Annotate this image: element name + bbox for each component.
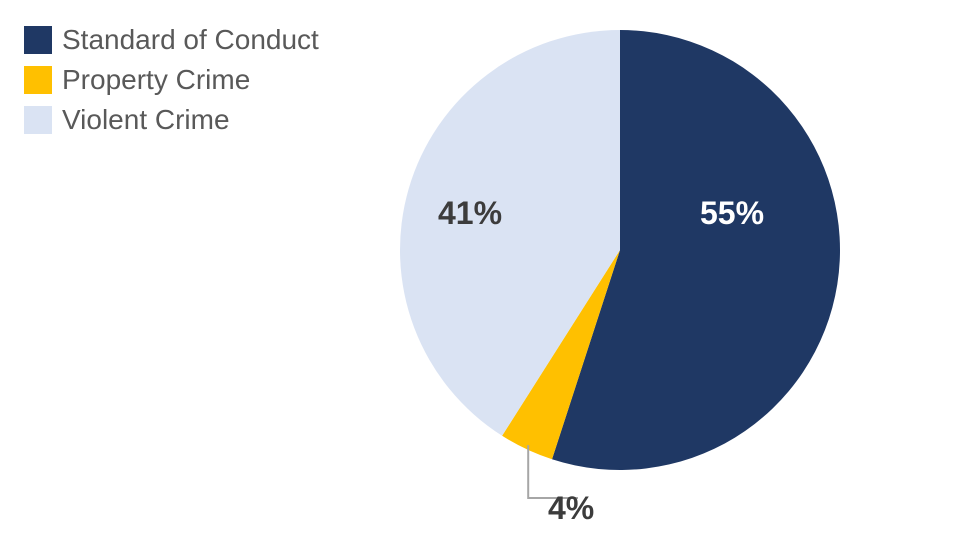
legend-label-standard: Standard of Conduct <box>62 24 319 56</box>
pie-chart <box>380 10 860 490</box>
legend-swatch-property <box>24 66 52 94</box>
legend-swatch-violent <box>24 106 52 134</box>
legend-item: Violent Crime <box>24 104 319 136</box>
data-label-property: 4% <box>548 490 594 527</box>
legend: Standard of Conduct Property Crime Viole… <box>24 24 319 144</box>
pie-svg <box>380 10 860 530</box>
legend-label-property: Property Crime <box>62 64 250 96</box>
data-label-violent: 41% <box>438 195 502 232</box>
data-label-standard: 55% <box>700 195 764 232</box>
legend-swatch-standard <box>24 26 52 54</box>
legend-item: Property Crime <box>24 64 319 96</box>
legend-label-violent: Violent Crime <box>62 104 230 136</box>
legend-item: Standard of Conduct <box>24 24 319 56</box>
